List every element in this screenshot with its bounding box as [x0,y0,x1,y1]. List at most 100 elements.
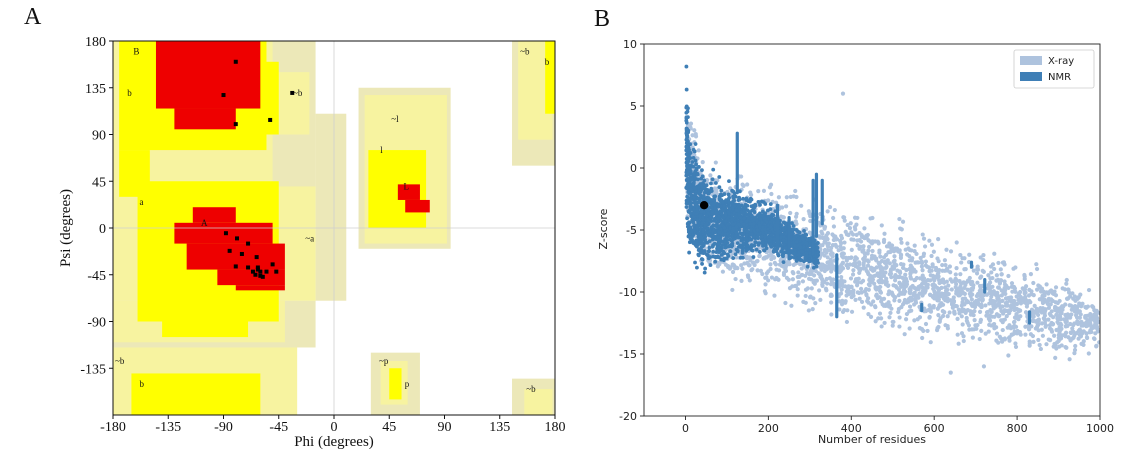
xray-point [1084,335,1090,340]
nmr-point [756,200,761,204]
xray-point [788,210,793,216]
xray-point [1088,312,1093,317]
nmr-point [783,250,788,255]
rama-y-tick-label: -135 [80,362,106,377]
xray-point [914,275,919,281]
nmr-point [702,270,707,275]
xray-point [996,314,1001,319]
xray-point [962,296,968,301]
nmr-point [772,237,777,242]
xray-point [892,261,897,266]
xray-point [833,237,839,242]
xray-point [996,340,1001,345]
xray-point [998,305,1003,310]
xray-point [1058,317,1063,322]
nmr-point [804,241,809,246]
xray-point [998,267,1003,272]
xray-point [931,305,936,310]
xray-point [858,239,864,244]
nmr-point [687,220,691,225]
nmr-point [761,225,765,229]
xray-point [990,323,996,328]
xray-point [893,295,898,300]
nmr-point [745,243,750,248]
nmr-point [741,222,746,227]
xray-point [879,223,884,228]
xray-point [784,195,789,200]
xray-point [821,279,826,284]
nmr-point [705,188,710,193]
nmr-point [711,167,716,172]
xray-point [847,226,853,231]
xray-point [1066,314,1071,319]
nmr-point [718,209,723,214]
nmr-point [738,255,743,260]
xray-point [851,268,856,273]
xray-point [820,262,825,267]
xray-point [922,244,928,249]
nmr-point [734,225,739,230]
xray-point [1017,330,1022,335]
xray-point [923,263,928,268]
nmr-point [762,248,766,253]
xray-point [943,296,948,301]
xray-point [920,232,925,237]
xray-point [1023,332,1028,337]
xray-point [932,290,937,295]
xray-point [956,341,961,346]
xray-point [937,267,942,273]
xray-point [945,268,950,273]
nmr-point [764,230,769,235]
xray-point [964,318,969,323]
xray-point [962,291,967,297]
xray-point [750,260,756,265]
rama-point [253,272,258,277]
xray-point [1060,307,1065,312]
xray-point [783,300,788,306]
xray-point [958,284,963,289]
xray-point [842,218,847,223]
xray-point [896,293,901,298]
xray-point [960,322,965,327]
xray-point [908,271,913,276]
xray-point [1047,326,1053,331]
rama-point [233,122,238,127]
xray-point [825,255,830,260]
rama-outer-region-2 [315,113,347,301]
xray-point [962,256,967,261]
rama-y-tick-label: -90 [87,316,106,331]
xray-point [1072,321,1077,326]
xray-point [865,299,870,304]
nmr-point [699,176,704,181]
nmr-point [727,237,732,242]
xray-point [1068,338,1073,343]
z-x-tick-label: 200 [758,422,779,435]
xray-point [769,256,774,262]
xray-point [1006,353,1011,358]
xray-point [870,248,875,254]
xray-point [959,260,964,265]
xray-point [1014,312,1019,317]
rama-point [270,262,275,267]
nmr-point [712,227,716,232]
xray-point [954,278,959,283]
xray-point [951,295,956,300]
nmr-point [753,240,758,245]
xray-point [920,335,925,341]
xray-point [849,290,854,295]
xray-point [908,290,913,295]
xray-point [978,275,983,280]
nmr-point [765,220,769,225]
nmr-point [719,252,724,257]
xray-point [988,314,993,319]
rama-region-label: A [201,218,208,228]
xray-point [918,255,923,261]
xray-point [881,239,887,245]
xray-point [981,269,986,274]
xray-point [838,291,844,296]
xray-point [855,277,860,282]
nmr-point [716,241,721,246]
nmr-point [701,197,706,202]
nmr-point [762,227,767,232]
nmr-point [722,225,727,230]
